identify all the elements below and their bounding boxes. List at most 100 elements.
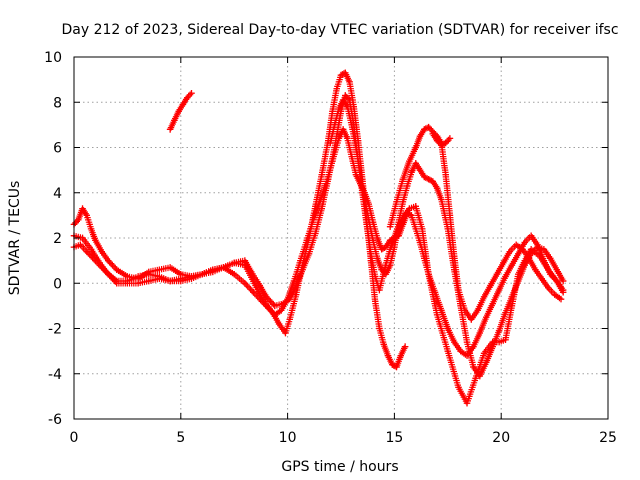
data-point — [166, 264, 174, 271]
x-tick-label: 20 — [492, 430, 510, 446]
data-point — [444, 325, 451, 332]
data-point — [380, 341, 387, 348]
data-point — [220, 264, 227, 271]
data-point — [312, 230, 319, 237]
y-tick-label: -6 — [48, 412, 62, 428]
data-point — [342, 92, 349, 99]
data-point — [421, 255, 428, 262]
data-point — [292, 291, 300, 298]
x-tick-label: 0 — [70, 430, 79, 446]
data-point — [305, 250, 313, 258]
data-point — [145, 277, 152, 285]
data-point — [500, 259, 507, 267]
chart-title: Day 212 of 2023, Sidereal Day-to-day VTE… — [61, 22, 618, 38]
data-point — [416, 132, 424, 140]
data-point — [408, 212, 415, 219]
data-point — [96, 259, 103, 267]
series-track-d — [327, 96, 567, 380]
data-point — [408, 169, 415, 176]
data-point — [468, 316, 475, 323]
data-point — [451, 252, 458, 260]
data-point — [318, 171, 325, 178]
y-tick-label: 8 — [53, 95, 62, 111]
data-point — [277, 307, 285, 314]
y-tick-label: -4 — [48, 367, 62, 383]
data-point — [83, 212, 91, 219]
data-point — [483, 359, 490, 366]
y-tick-label: 0 — [53, 276, 62, 292]
data-point — [378, 266, 385, 273]
data-point — [357, 169, 364, 176]
data-point — [557, 295, 565, 303]
data-point — [489, 300, 496, 307]
data-point — [156, 266, 163, 273]
data-point — [348, 153, 355, 160]
data-point — [184, 94, 191, 101]
data-point — [98, 248, 105, 255]
data-point — [303, 237, 311, 244]
data-point — [406, 205, 413, 212]
data-point — [256, 282, 264, 289]
data-point — [404, 209, 411, 217]
data-point — [521, 261, 528, 269]
data-point — [87, 225, 95, 233]
data-point — [104, 271, 112, 278]
data-point — [258, 298, 266, 305]
data-point — [483, 313, 490, 321]
data-point — [540, 246, 548, 253]
data-point — [457, 347, 464, 355]
y-tick-label: 6 — [53, 141, 62, 157]
data-point — [331, 121, 338, 129]
data-point — [495, 286, 503, 294]
data-point — [79, 234, 86, 242]
data-point — [335, 105, 343, 113]
y-axis-label: SDTVAR / TECUs — [7, 181, 23, 296]
data-point — [425, 271, 432, 278]
data-point — [386, 237, 394, 244]
data-point — [389, 361, 396, 368]
data-point — [487, 282, 494, 289]
x-tick-label: 25 — [599, 430, 617, 446]
series-track-e — [386, 123, 565, 323]
data-point — [177, 277, 184, 285]
data-point — [463, 399, 471, 407]
data-point — [442, 171, 449, 178]
data-point — [339, 96, 347, 104]
data-point — [540, 257, 548, 264]
data-point — [404, 182, 411, 190]
data-point — [508, 261, 516, 269]
data-point — [433, 311, 441, 319]
data-point — [521, 239, 528, 246]
data-point — [493, 271, 501, 278]
data-point — [480, 293, 488, 301]
data-point — [382, 271, 390, 278]
data-point — [429, 178, 437, 185]
data-point — [376, 286, 383, 294]
data-point — [559, 277, 567, 285]
data-point — [412, 203, 419, 210]
data-point — [198, 271, 206, 278]
axis-ticks: 0 5 10 15 20 25 -6 -4 -2 0 2 4 6 8 10 — [44, 50, 617, 446]
data-point — [538, 275, 545, 282]
data-point — [495, 327, 503, 334]
data-point — [241, 257, 249, 264]
data-point — [335, 135, 343, 142]
data-point — [559, 289, 567, 296]
data-point — [327, 139, 334, 147]
data-point — [188, 90, 195, 97]
data-point — [502, 309, 509, 316]
data-point — [527, 250, 535, 258]
series-track-g — [166, 90, 195, 133]
data-point — [113, 280, 120, 287]
data-point — [386, 261, 394, 269]
data-point — [474, 307, 481, 314]
y-tick-label: -2 — [48, 322, 62, 338]
data-point — [412, 225, 419, 233]
data-point — [75, 216, 82, 224]
series-track-f — [429, 130, 454, 149]
data-point — [399, 198, 407, 205]
data-point — [282, 329, 289, 337]
data-point — [134, 280, 142, 287]
data-point — [472, 375, 479, 382]
